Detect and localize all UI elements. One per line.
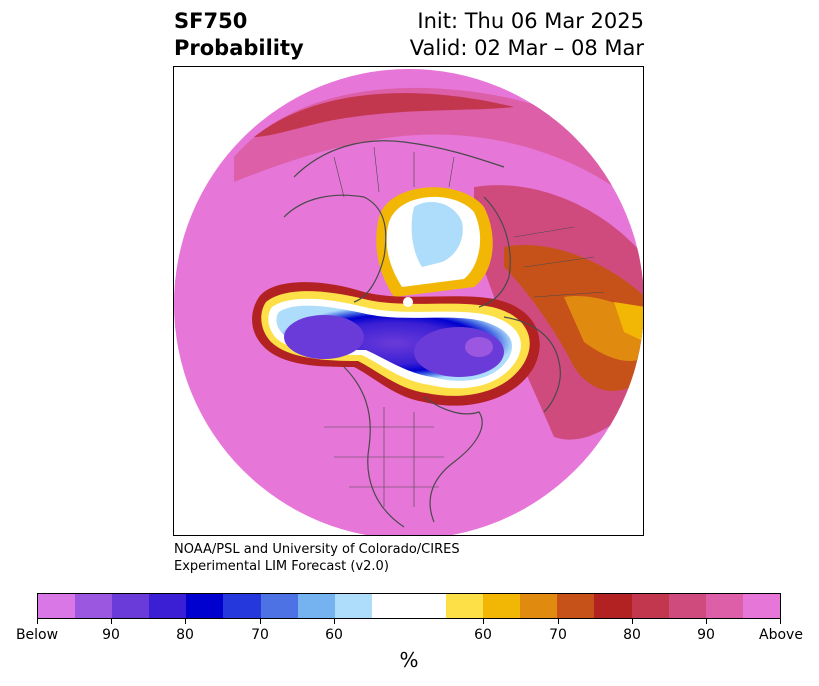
siberia-coast xyxy=(283,194,387,303)
colorbar-tick xyxy=(334,619,335,624)
colorbar-tick-label: 60 xyxy=(474,627,492,643)
colorbar-segment xyxy=(223,594,261,618)
colorbar-segment xyxy=(75,594,113,618)
colorbar-tick-label: 90 xyxy=(102,627,120,643)
colorbar-segment xyxy=(297,594,335,618)
colorbar-segment xyxy=(112,594,150,618)
north-band-dark xyxy=(254,93,514,137)
colorbar-tick-label: 90 xyxy=(697,627,715,643)
colorbar xyxy=(37,593,781,619)
polar-map xyxy=(174,69,643,535)
credit-line-1: NOAA/PSL and University of Colorado/CIRE… xyxy=(174,542,460,557)
colorbar-segment xyxy=(668,594,706,618)
colorbar-tick-label: Above xyxy=(759,627,803,643)
colorbar-tick xyxy=(632,619,633,624)
colorbar-segment xyxy=(38,594,76,618)
colorbar-tick-label: 70 xyxy=(549,627,567,643)
canada-lavender-core xyxy=(465,337,493,357)
map-frame xyxy=(173,66,644,536)
scandinavia-coast xyxy=(478,196,511,308)
colorbar-segment xyxy=(149,594,187,618)
europe-borders xyxy=(513,226,605,298)
north-america-west-coast xyxy=(343,366,405,528)
colorbar-tick-label: 70 xyxy=(251,627,269,643)
colorbar-segment xyxy=(446,594,484,618)
colorbar-tick xyxy=(111,619,112,624)
arctic-light-blue xyxy=(411,202,463,267)
colorbar-segment xyxy=(594,594,632,618)
colorbar-tick xyxy=(780,619,781,624)
colorbar-segment xyxy=(557,594,595,618)
north-pole-dot xyxy=(403,297,413,307)
colorbar-tick xyxy=(185,619,186,624)
eurasia-coast xyxy=(293,140,505,178)
us-state-borders xyxy=(324,407,444,507)
colorbar-segment xyxy=(631,594,669,618)
colorbar-tick-label: Below xyxy=(15,627,59,643)
credit-line-2: Experimental LIM Forecast (v2.0) xyxy=(174,559,389,574)
title-left: SF750 Probability xyxy=(174,8,304,62)
colorbar-tick xyxy=(706,619,707,624)
pacific-purple-core xyxy=(284,315,364,359)
coastlines xyxy=(283,140,605,528)
probability-field xyxy=(174,69,643,535)
north-america-east-coast xyxy=(423,396,483,523)
colorbar-segment xyxy=(520,594,558,618)
asia-borders xyxy=(333,146,455,198)
greenland-coast xyxy=(503,316,561,413)
colorbar-tick xyxy=(37,619,38,624)
east-warm-core xyxy=(614,302,643,342)
colorbar-tick-label: 80 xyxy=(623,627,641,643)
colorbar-unit: % xyxy=(399,648,419,672)
variable-subtitle: Probability xyxy=(174,36,304,60)
colorbar-tick xyxy=(260,619,261,624)
colorbar-segment xyxy=(260,594,298,618)
colorbar-segment xyxy=(483,594,521,618)
colorbar-tick xyxy=(483,619,484,624)
colorbar-tick-label: 60 xyxy=(325,627,343,643)
colorbar-tick-label: 80 xyxy=(176,627,194,643)
colorbar-segment xyxy=(705,594,743,618)
init-date: Init: Thu 06 Mar 2025 xyxy=(417,9,644,33)
colorbar-segment xyxy=(334,594,372,618)
valid-range: Valid: 02 Mar – 08 Mar xyxy=(409,36,644,60)
colorbar-segment xyxy=(186,594,224,618)
variable-name: SF750 xyxy=(174,9,248,33)
colorbar-tick xyxy=(558,619,559,624)
credit: NOAA/PSL and University of Colorado/CIRE… xyxy=(174,541,460,575)
colorbar-segment xyxy=(742,594,780,618)
colorbar-segment xyxy=(371,594,447,618)
title-right: Init: Thu 06 Mar 2025 Valid: 02 Mar – 08… xyxy=(410,8,644,62)
